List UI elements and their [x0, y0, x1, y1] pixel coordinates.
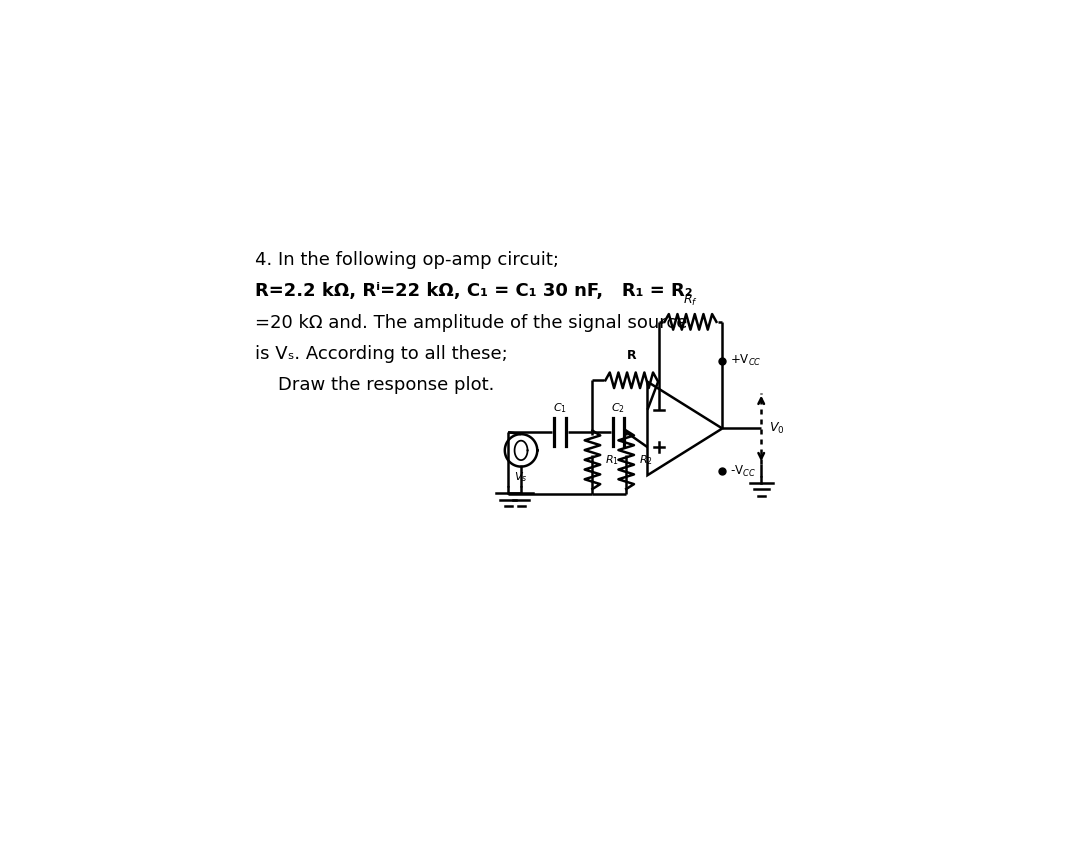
Text: R=2.2 kΩ, Rⁱ=22 kΩ, C₁ = C₁ 30 nF,   R₁ = R₂: R=2.2 kΩ, Rⁱ=22 kΩ, C₁ = C₁ 30 nF, R₁ = …: [255, 282, 692, 300]
Text: 4. In the following op-amp circuit;: 4. In the following op-amp circuit;: [255, 251, 559, 269]
Text: $R_1$: $R_1$: [606, 453, 620, 467]
Text: is Vₛ. According to all these;: is Vₛ. According to all these;: [255, 345, 508, 362]
Text: Draw the response plot.: Draw the response plot.: [255, 376, 495, 394]
Text: $R_2$: $R_2$: [639, 453, 653, 467]
Text: $C_2$: $C_2$: [611, 401, 625, 415]
Text: R: R: [626, 349, 636, 362]
Text: $V_0$: $V_0$: [769, 421, 784, 436]
Text: $C_1$: $C_1$: [553, 401, 567, 415]
Text: $V_s$: $V_s$: [514, 470, 528, 484]
Text: =20 kΩ and. The amplitude of the signal source: =20 kΩ and. The amplitude of the signal …: [255, 314, 687, 331]
Text: $R_f$: $R_f$: [683, 293, 698, 308]
Text: +V$_{CC}$: +V$_{CC}$: [730, 353, 761, 368]
Text: -V$_{CC}$: -V$_{CC}$: [730, 464, 756, 479]
